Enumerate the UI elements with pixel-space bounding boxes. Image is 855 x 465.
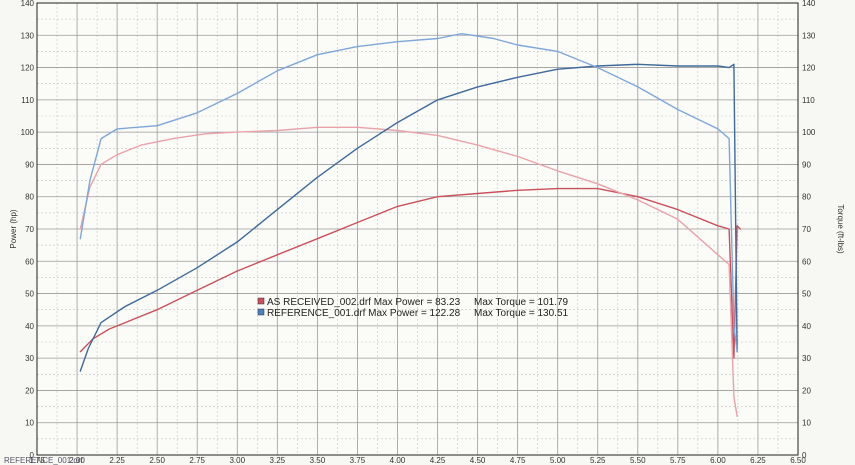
x-tick-label: 6.25 — [750, 456, 766, 465]
y-right-tick-label: 20 — [802, 386, 811, 395]
y-right-tick-label: 40 — [802, 322, 811, 331]
x-tick-label: 5.00 — [550, 456, 566, 465]
y-right-tick-label: 100 — [802, 128, 816, 137]
y-left-tick-label: 130 — [21, 31, 35, 40]
legend-text-reference: REFERENCE_001.drf Max Power = 122.28 Max… — [267, 308, 569, 319]
series-line-reference-001-drf-power — [79, 63, 738, 372]
x-tick-label: 4.00 — [390, 456, 406, 465]
y-right-tick-label: 90 — [802, 160, 811, 169]
y-axis-right-title: Torque (ft-lbs) — [836, 204, 845, 254]
y-left-tick-label: 30 — [25, 354, 34, 363]
y-axis-left-title: Power (hp) — [9, 209, 18, 248]
series-line-as-received-002-drf-torque — [79, 126, 738, 417]
y-left-tick-label: 40 — [25, 322, 34, 331]
y-right-tick-label: 110 — [802, 96, 815, 105]
y-right-tick-label: 130 — [802, 31, 816, 40]
y-right-tick-label: 80 — [802, 193, 811, 202]
y-left-tick-label: 20 — [25, 386, 34, 395]
x-tick-label: 3.00 — [229, 456, 245, 465]
x-tick-label: 5.25 — [590, 456, 606, 465]
x-tick-label: 1.75 — [29, 456, 45, 465]
y-left-tick-label: 50 — [25, 290, 34, 299]
y-right-tick-label: 0 — [802, 451, 807, 460]
y-left-tick-label: 100 — [21, 128, 35, 137]
x-tick-label: 5.75 — [670, 456, 686, 465]
x-tick-label: 4.25 — [430, 456, 446, 465]
y-right-tick-label: 60 — [802, 257, 811, 266]
chart-curves — [79, 33, 741, 417]
y-right-tick-label: 70 — [802, 225, 811, 234]
x-tick-label: 2.50 — [149, 456, 165, 465]
chart-grid — [36, 2, 799, 456]
series-line-as-received-002-drf-power — [79, 187, 741, 359]
series-line-reference-001-drf-torque — [79, 33, 738, 353]
y-axis-left-ticks: 0 10 20 30 40 50 60 70 80 90 100 110 120 130 140 — [21, 0, 35, 460]
y-left-tick-label: 10 — [25, 419, 34, 428]
legend-swatch-as-received — [257, 297, 265, 305]
x-tick-label: 4.75 — [510, 456, 526, 465]
y-left-tick-label: 90 — [25, 160, 34, 169]
x-tick-label: 5.50 — [630, 456, 646, 465]
y-left-tick-label: 140 — [21, 0, 35, 8]
y-right-tick-label: 50 — [802, 290, 811, 299]
y-left-tick-label: 0 — [30, 451, 35, 460]
plot-frame — [36, 2, 799, 456]
y-left-tick-label: 80 — [25, 193, 34, 202]
x-tick-label: 2.00 — [69, 456, 85, 465]
y-axis-right-ticks: 0 10 20 30 40 50 60 70 80 90 100 110 120 130 140 — [802, 0, 816, 460]
y-left-tick-label: 120 — [21, 64, 35, 73]
x-tick-label: 6.50 — [790, 456, 806, 465]
x-tick-label: 2.25 — [109, 456, 125, 465]
x-tick-label: 4.50 — [470, 456, 486, 465]
legend: AS RECEIVED_002.drf Max Power = 83.23 Ma… — [257, 297, 569, 319]
y-right-tick-label: 120 — [802, 64, 816, 73]
y-left-tick-label: 60 — [25, 257, 34, 266]
y-right-tick-label: 30 — [802, 354, 811, 363]
y-left-tick-label: 70 — [25, 225, 34, 234]
x-tick-label: 2.75 — [189, 456, 205, 465]
footer-text: REFERENCE_001.drf — [4, 456, 83, 465]
x-tick-label: 3.50 — [310, 456, 326, 465]
y-left-tick-label: 110 — [21, 96, 34, 105]
x-tick-label: 3.75 — [350, 456, 366, 465]
x-axis-ticks: 1.75 2.00 2.25 2.50 2.75 3.00 3.25 3.50 3.75 4.00… — [29, 456, 806, 465]
legend-swatch-reference — [257, 308, 265, 316]
x-tick-label: 3.25 — [270, 456, 286, 465]
x-tick-label: 6.00 — [710, 456, 726, 465]
legend-text-as-received: AS RECEIVED_002.drf Max Power = 83.23 Ma… — [267, 297, 569, 308]
y-right-tick-label: 140 — [802, 0, 816, 8]
y-right-tick-label: 10 — [802, 419, 811, 428]
